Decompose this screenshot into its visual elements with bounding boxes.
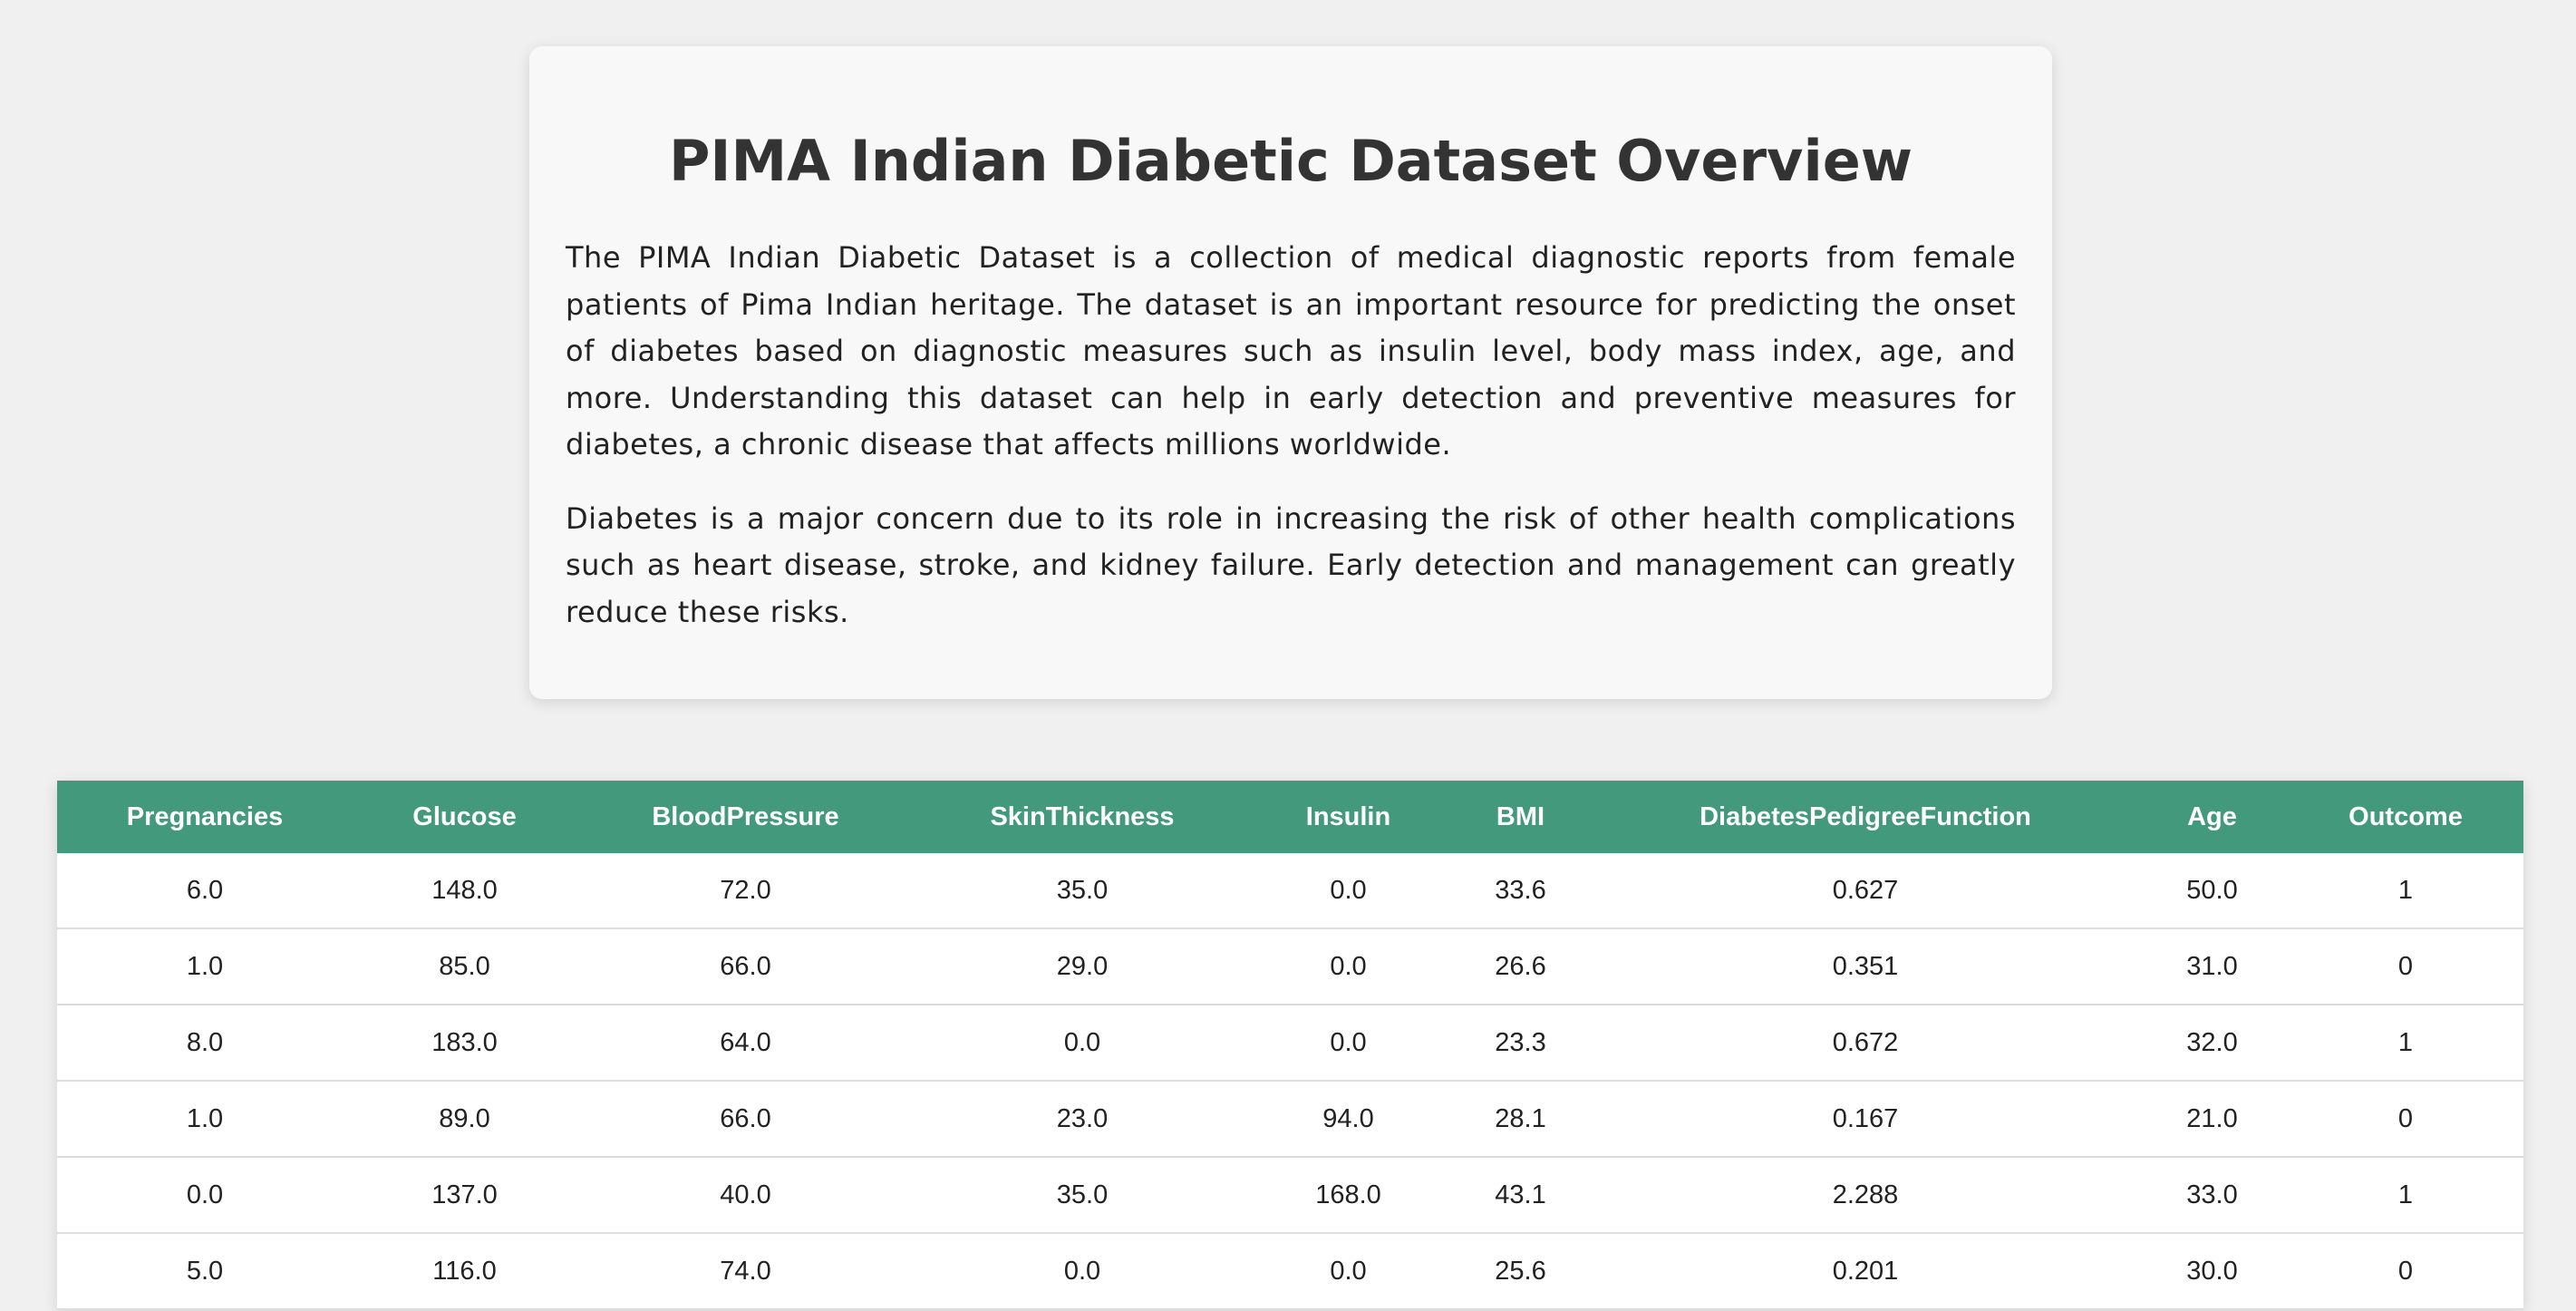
table-cell: 25.6: [1447, 1233, 1594, 1310]
data-table: Pregnancies Glucose BloodPressure SkinThick…: [57, 781, 2523, 1310]
table-cell: 43.1: [1447, 1157, 1594, 1234]
table-cell: 66.0: [576, 928, 915, 1005]
table-cell: 23.3: [1447, 1005, 1594, 1082]
table-container: Pregnancies Glucose BloodPressure SkinThick…: [57, 781, 2523, 1310]
table-cell: 29.0: [915, 928, 1250, 1005]
table-cell: 0: [2288, 1233, 2523, 1310]
table-cell: 0.0: [915, 1005, 1250, 1082]
table-row: 8.0 183.0 64.0 0.0 0.0 23.3 0.672 32.0 1: [57, 1005, 2523, 1082]
table-cell: 50.0: [2136, 853, 2288, 929]
table-cell: 94.0: [1250, 1081, 1447, 1158]
table-row: 1.0 89.0 66.0 23.0 94.0 28.1 0.167 21.0 0: [57, 1081, 2523, 1158]
column-header: Glucose: [353, 781, 576, 853]
paragraph: The PIMA Indian Diabetic Dataset is a co…: [566, 240, 2016, 462]
column-header: Pregnancies: [57, 781, 353, 853]
paragraph: Diabetes is a major concern due to its r…: [566, 500, 2016, 629]
table-cell: 0.0: [1250, 853, 1447, 929]
table-row: 0.0 137.0 40.0 35.0 168.0 43.1 2.288 33.0 1: [57, 1157, 2523, 1234]
table-cell: 168.0: [1250, 1157, 1447, 1234]
table-cell: 5.0: [57, 1233, 353, 1310]
table-cell: 30.0: [2136, 1233, 2288, 1310]
table-cell: 33.0: [2136, 1157, 2288, 1234]
table-cell: 1: [2288, 853, 2523, 929]
table-cell: 0.0: [1250, 1005, 1447, 1082]
column-header: Age: [2136, 781, 2288, 853]
header-row: Pregnancies Glucose BloodPressure SkinThick…: [57, 781, 2523, 853]
table-cell: 0: [2288, 1081, 2523, 1158]
table-cell: 1: [2288, 1157, 2523, 1234]
table-cell: 40.0: [576, 1157, 915, 1234]
table-cell: 6.0: [57, 853, 353, 929]
column-header: DiabetesPedigreeFunction: [1594, 781, 2136, 853]
table-cell: 148.0: [353, 853, 576, 929]
table-cell: 0.627: [1594, 853, 2136, 929]
table-cell: 2.288: [1594, 1157, 2136, 1234]
table-cell: 35.0: [915, 853, 1250, 929]
table-cell: 183.0: [353, 1005, 576, 1082]
table-cell: 1.0: [57, 928, 353, 1005]
column-header: Outcome: [2288, 781, 2523, 853]
table-row: 5.0 116.0 74.0 0.0 0.0 25.6 0.201 30.0 0: [57, 1233, 2523, 1310]
column-header: BloodPressure: [576, 781, 915, 853]
title: PIMA Indian Diabetic Dataset Overview: [668, 128, 1913, 194]
table-cell: 137.0: [353, 1157, 576, 1234]
table-cell: 0.0: [1250, 928, 1447, 1005]
table-body: 6.0 148.0 72.0 35.0 0.0 33.6 0.627 50.0 1 1.0 85.0…: [57, 853, 2523, 1310]
table-cell: 74.0: [576, 1233, 915, 1310]
column-header: Insulin: [1250, 781, 1447, 853]
table-cell: 35.0: [915, 1157, 1250, 1234]
table-cell: 1.0: [57, 1081, 353, 1158]
table-cell: 32.0: [2136, 1005, 2288, 1082]
table-cell: 66.0: [576, 1081, 915, 1158]
table-row: 1.0 85.0 66.0 29.0 0.0 26.6 0.351 31.0 0: [57, 928, 2523, 1005]
table-cell: 21.0: [2136, 1081, 2288, 1158]
table-cell: 0.0: [57, 1157, 353, 1234]
table-row: 6.0 148.0 72.0 35.0 0.0 33.6 0.627 50.0 1: [57, 853, 2523, 929]
table-cell: 0.672: [1594, 1005, 2136, 1082]
table-cell: 33.6: [1447, 853, 1594, 929]
table-cell: 28.1: [1447, 1081, 1594, 1158]
table-cell: 0.0: [1250, 1233, 1447, 1310]
overview-card: PIMA Indian Diabetic Dataset Overview Th…: [529, 46, 2052, 699]
table-cell: 26.6: [1447, 928, 1594, 1005]
column-header: BMI: [1447, 781, 1594, 853]
table-cell: 0.201: [1594, 1233, 2136, 1310]
table-cell: 0.351: [1594, 928, 2136, 1005]
table-cell: 8.0: [57, 1005, 353, 1082]
table-cell: 85.0: [353, 928, 576, 1005]
column-header: SkinThickness: [915, 781, 1250, 853]
table-cell: 0: [2288, 928, 2523, 1005]
table-cell: 0.167: [1594, 1081, 2136, 1158]
table-cell: 0.0: [915, 1233, 1250, 1310]
table-cell: 1: [2288, 1005, 2523, 1082]
table-cell: 23.0: [915, 1081, 1250, 1158]
table-cell: 31.0: [2136, 928, 2288, 1005]
table-cell: 64.0: [576, 1005, 915, 1082]
table-cell: 72.0: [576, 853, 915, 929]
table-cell: 89.0: [353, 1081, 576, 1158]
table-cell: 116.0: [353, 1233, 576, 1310]
